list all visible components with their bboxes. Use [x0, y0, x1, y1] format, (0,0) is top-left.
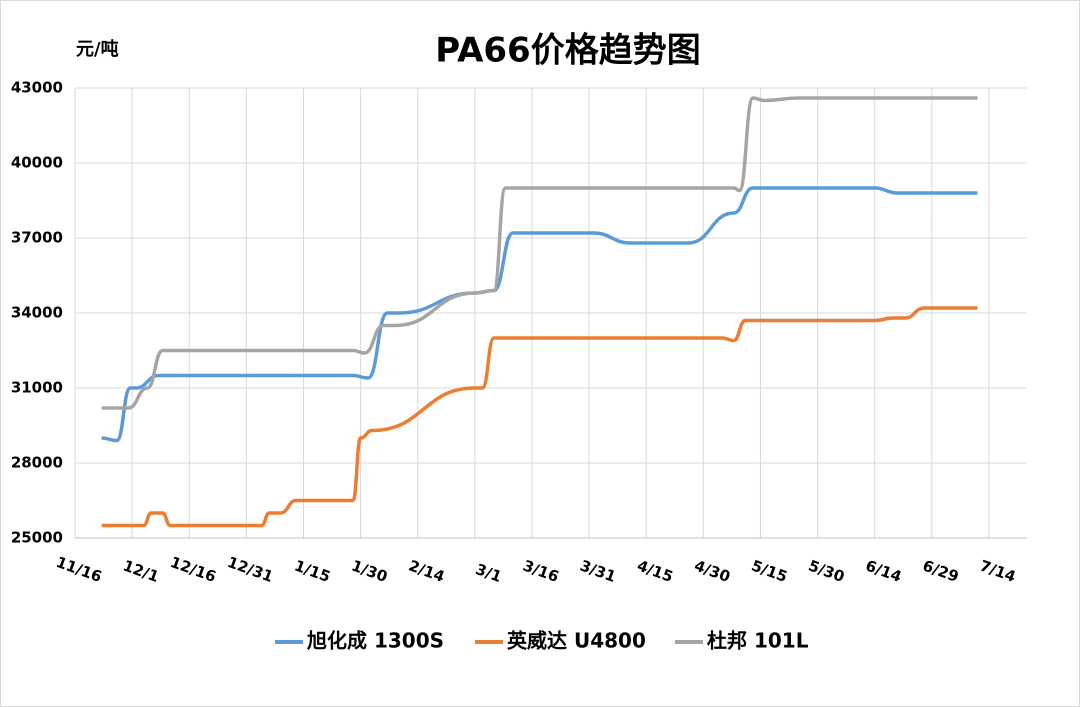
series-line [101, 306, 978, 528]
y-tick-label: 34000 [11, 304, 63, 322]
y-tick-label: 25000 [11, 529, 63, 547]
y-tick-label: 40000 [11, 154, 63, 172]
legend-label: 英威达 U4800 [507, 629, 646, 653]
y-tick-label: 28000 [11, 454, 63, 472]
chart-title: PA66价格趋势图 [435, 31, 700, 71]
y-tick-label: 31000 [11, 379, 63, 397]
y-tick-label: 37000 [11, 229, 63, 247]
legend-label: 旭化成 1300S [306, 629, 444, 653]
legend-label: 杜邦 101L [707, 629, 809, 653]
series-line [101, 96, 978, 410]
y-axis-label: 元/吨 [76, 38, 119, 60]
y-tick-label: 43000 [11, 79, 63, 97]
